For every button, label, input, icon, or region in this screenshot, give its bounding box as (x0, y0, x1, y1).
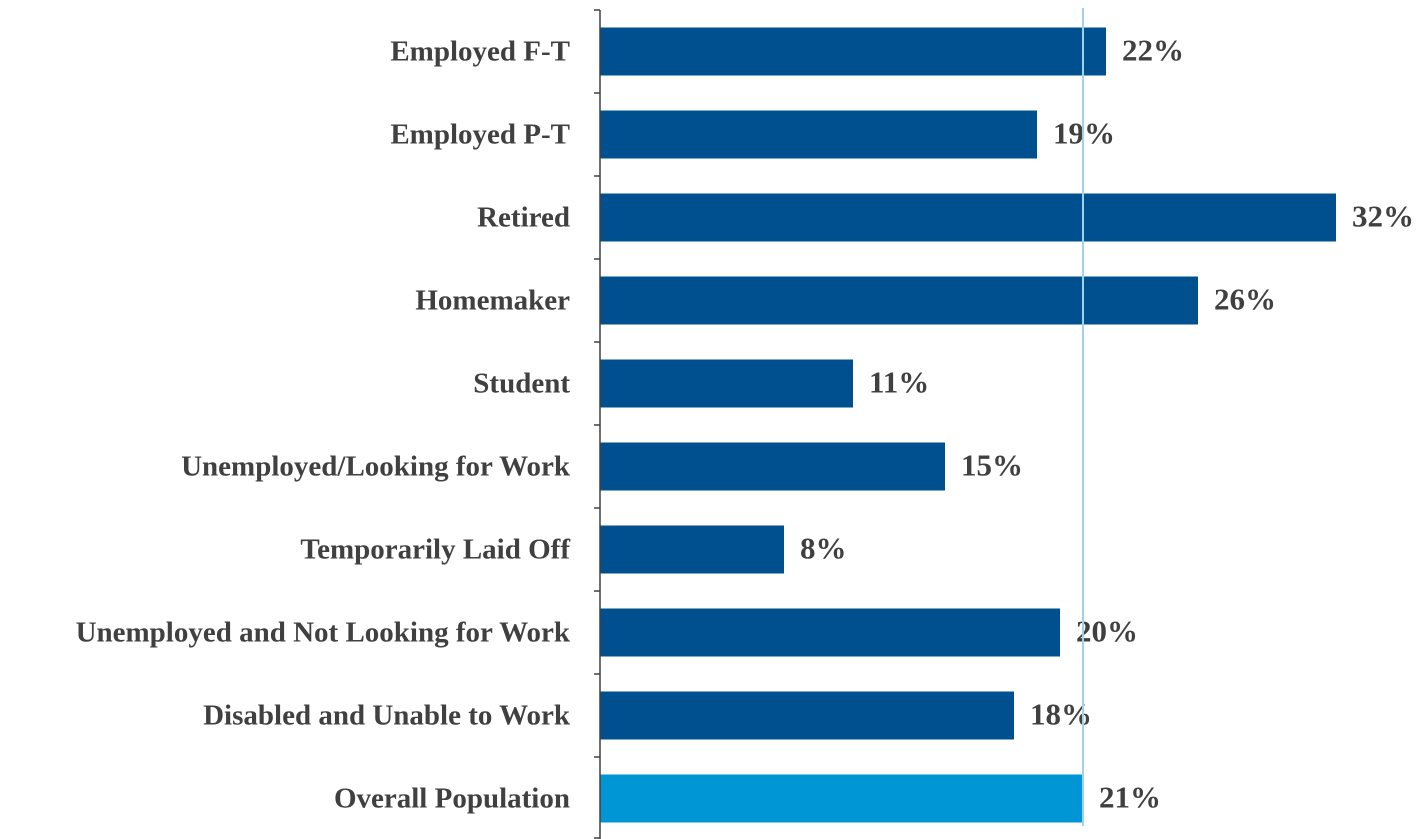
bar (600, 774, 1083, 823)
value-label: 22% (1122, 33, 1184, 68)
bar (600, 276, 1198, 325)
category-label: Student (473, 367, 570, 399)
bar (600, 27, 1106, 76)
value-label: 15% (961, 448, 1023, 483)
bar (600, 193, 1336, 242)
category-label: Retired (477, 201, 570, 233)
value-label: 32% (1352, 199, 1414, 234)
value-label: 11% (869, 365, 929, 400)
bar (600, 110, 1037, 159)
category-label: Overall Population (333, 782, 570, 814)
category-label: Unemployed and Not Looking for Work (75, 616, 570, 648)
bar (600, 691, 1014, 740)
category-label: Disabled and Unable to Work (203, 699, 570, 731)
category-label: Unemployed/Looking for Work (181, 450, 570, 482)
value-label: 18% (1030, 697, 1092, 732)
category-label: Homemaker (415, 284, 570, 316)
bar (600, 525, 784, 574)
category-label: Employed F-T (390, 35, 570, 67)
value-label: 21% (1099, 780, 1161, 815)
bar (600, 359, 853, 408)
value-label: 20% (1076, 614, 1138, 649)
bar (600, 608, 1060, 657)
value-label: 26% (1214, 282, 1276, 317)
category-label: Employed P-T (390, 118, 570, 150)
category-label: Temporarily Laid Off (300, 533, 570, 565)
value-label: 8% (800, 531, 847, 566)
bar (600, 442, 945, 491)
